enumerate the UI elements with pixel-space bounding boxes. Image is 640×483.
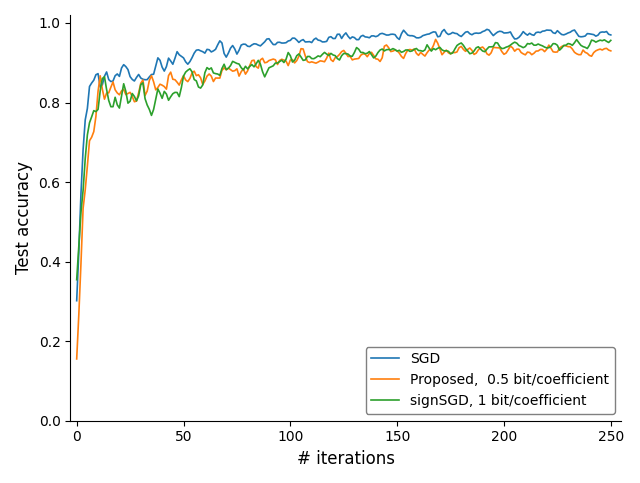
Proposed,  0.5 bit/coefficient [316,58,324,64]
Y-axis label: Test accuracy: Test accuracy [15,161,33,274]
signSGD, 1 bit/coefficient [73,277,81,283]
SGD [73,298,81,304]
SGD [389,31,397,37]
SGD [474,30,482,36]
Line: Proposed,  0.5 bit/coefficient: Proposed, 0.5 bit/coefficient [77,40,611,359]
Proposed,  0.5 bit/coefficient [477,45,484,51]
Proposed,  0.5 bit/coefficient [607,48,614,54]
signSGD, 1 bit/coefficient [474,44,482,50]
Proposed,  0.5 bit/coefficient [436,46,444,52]
SGD [396,37,403,43]
signSGD, 1 bit/coefficient [607,38,614,43]
Proposed,  0.5 bit/coefficient [432,37,440,43]
Legend: SGD, Proposed,  0.5 bit/coefficient, signSGD, 1 bit/coefficient: SGD, Proposed, 0.5 bit/coefficient, sign… [365,347,614,414]
Line: SGD: SGD [77,29,611,301]
SGD [483,27,491,32]
signSGD, 1 bit/coefficient [434,45,442,51]
signSGD, 1 bit/coefficient [573,37,580,43]
SGD [282,40,290,45]
SGD [316,38,324,43]
SGD [434,34,442,40]
Proposed,  0.5 bit/coefficient [396,50,403,56]
Proposed,  0.5 bit/coefficient [73,356,81,362]
signSGD, 1 bit/coefficient [396,47,403,53]
Line: signSGD, 1 bit/coefficient: signSGD, 1 bit/coefficient [77,40,611,280]
signSGD, 1 bit/coefficient [389,46,397,52]
Proposed,  0.5 bit/coefficient [389,48,397,54]
signSGD, 1 bit/coefficient [316,54,324,59]
signSGD, 1 bit/coefficient [282,57,290,62]
Proposed,  0.5 bit/coefficient [282,58,290,64]
SGD [607,32,614,38]
X-axis label: # iterations: # iterations [297,450,395,468]
